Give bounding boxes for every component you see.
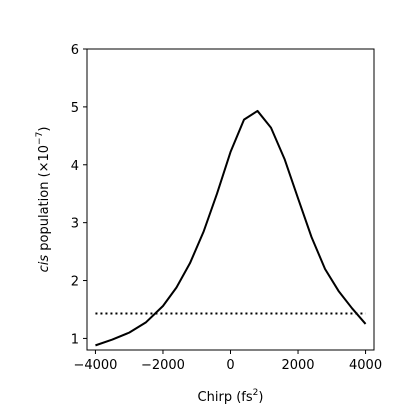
y-axis-title-text: population (×10 [37,145,52,255]
x-tick-label: −4000 [73,358,117,373]
y-axis-title: cis population (×10−7) [35,127,52,273]
x-axis-title-sup: 2 [253,388,259,398]
tick-layer: −4000 −2000 0 2000 4000 1 2 3 4 5 6 [71,43,382,373]
x-tick-label: −2000 [141,358,185,373]
x-axis-title: Chirp (fs2) [198,388,264,405]
y-tick-label: 1 [71,332,79,347]
x-axis-title-close: ) [258,390,263,405]
y-tick-label: 2 [71,275,79,290]
y-tick-label: 6 [71,43,79,58]
series-layer [95,109,367,347]
y-axis-title-sup: −7 [35,132,45,145]
x-tick-label: 0 [226,358,234,373]
x-axis-title-text: Chirp (fs [198,390,253,405]
x-tick-label: 4000 [349,358,382,373]
y-axis-title-italic: cis [37,255,52,273]
axes-frame [86,48,375,351]
x-tick-label: 2000 [281,358,314,373]
y-tick-label: 5 [71,101,79,116]
y-tick-label: 4 [71,159,79,174]
population-curve [95,109,367,347]
y-tick-label: 3 [71,217,79,232]
y-axis-title-close: ) [37,127,52,132]
